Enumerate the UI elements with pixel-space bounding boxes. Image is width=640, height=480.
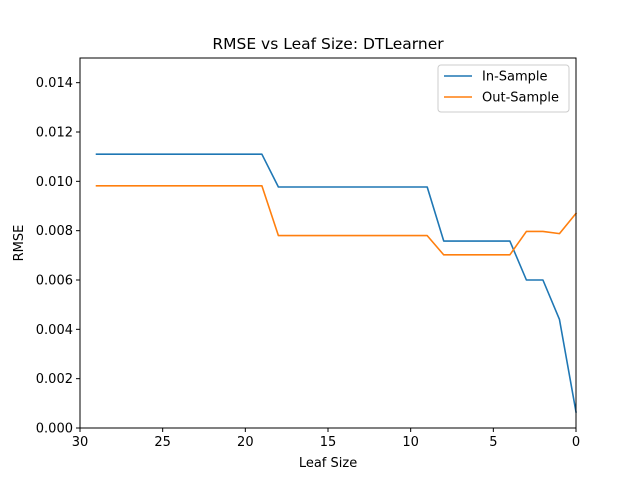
- x-tick-label: 20: [237, 435, 254, 450]
- x-tick-label: 5: [489, 435, 497, 450]
- series-line-in-sample: [95, 153, 577, 413]
- chart-title: RMSE vs Leaf Size: DTLearner: [212, 35, 444, 53]
- x-tick-label: 25: [154, 435, 171, 450]
- series-line-out-sample: [95, 184, 578, 256]
- series-lines: [95, 153, 578, 413]
- y-tick-label: 0.014: [36, 76, 73, 91]
- legend-entry-label: In-Sample: [482, 70, 548, 85]
- axes-frame: [79, 57, 577, 429]
- y-tick-label: 0.004: [36, 323, 73, 338]
- x-axis-label: Leaf Size: [299, 456, 357, 471]
- axis-ticks: 30 25 20 15 10 5 0 0.000 0.002 0.004 0.006 0.008 0.0…: [36, 76, 580, 450]
- y-tick-label: 0.012: [36, 126, 73, 141]
- y-tick-label: 0.006: [36, 274, 73, 289]
- x-tick-label: 30: [72, 435, 89, 450]
- legend-entry-label: Out-Sample: [482, 91, 559, 106]
- y-tick-label: 0.000: [36, 422, 73, 437]
- x-tick-label: 10: [402, 435, 419, 450]
- x-tick-label: 0: [572, 435, 580, 450]
- x-tick-label: 15: [320, 435, 337, 450]
- y-tick-label: 0.010: [36, 175, 73, 190]
- y-axis-label: RMSE: [12, 225, 27, 262]
- y-tick-label: 0.002: [36, 372, 73, 387]
- y-tick-label: 0.008: [36, 224, 73, 239]
- legend: In-Sample Out-Sample: [437, 64, 570, 113]
